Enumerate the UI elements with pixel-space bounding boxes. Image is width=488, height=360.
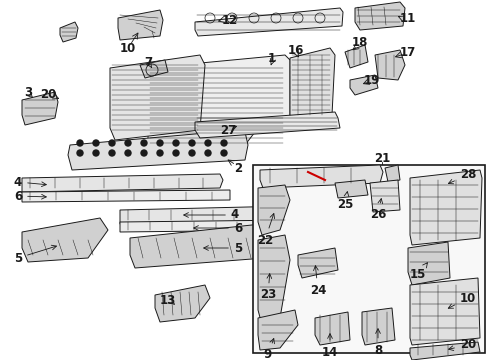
Polygon shape (334, 180, 367, 198)
Polygon shape (258, 310, 297, 350)
Text: 28: 28 (447, 168, 475, 184)
Text: 17: 17 (399, 45, 415, 58)
Text: 16: 16 (287, 44, 304, 57)
Circle shape (93, 150, 99, 156)
Polygon shape (260, 165, 382, 188)
Text: 15: 15 (409, 263, 427, 282)
Text: 25: 25 (336, 192, 352, 211)
Text: 18: 18 (351, 36, 367, 49)
Circle shape (77, 150, 83, 156)
Text: 4: 4 (183, 208, 239, 221)
Polygon shape (409, 342, 479, 360)
Text: 8: 8 (373, 329, 381, 356)
Circle shape (157, 150, 163, 156)
Circle shape (157, 140, 163, 146)
Polygon shape (297, 248, 337, 278)
Circle shape (141, 140, 147, 146)
Polygon shape (22, 218, 108, 262)
Text: 10: 10 (120, 41, 136, 54)
Text: 6: 6 (14, 189, 46, 202)
Text: 21: 21 (373, 152, 389, 165)
Circle shape (141, 150, 147, 156)
Circle shape (109, 150, 115, 156)
Polygon shape (148, 55, 289, 145)
Circle shape (221, 140, 226, 146)
Text: 22: 22 (256, 213, 274, 247)
Text: 9: 9 (264, 338, 274, 360)
Polygon shape (314, 312, 349, 345)
Polygon shape (60, 22, 78, 42)
Text: 26: 26 (369, 199, 386, 221)
Polygon shape (374, 50, 404, 80)
Circle shape (173, 150, 179, 156)
Circle shape (77, 140, 83, 146)
Text: 5: 5 (203, 242, 242, 255)
Circle shape (173, 140, 179, 146)
Polygon shape (118, 10, 163, 40)
Text: 24: 24 (309, 266, 325, 297)
Polygon shape (120, 206, 292, 224)
Polygon shape (409, 170, 481, 245)
Text: 3: 3 (24, 85, 32, 99)
Polygon shape (258, 235, 289, 325)
Polygon shape (349, 75, 377, 95)
Circle shape (204, 150, 210, 156)
Polygon shape (345, 45, 367, 68)
Text: 7: 7 (143, 55, 152, 68)
Polygon shape (369, 180, 399, 212)
Text: 19: 19 (363, 73, 379, 86)
Text: 11: 11 (399, 12, 415, 24)
Bar (252, 165, 484, 353)
Polygon shape (155, 285, 209, 322)
Circle shape (125, 150, 131, 156)
Polygon shape (22, 190, 229, 202)
Polygon shape (258, 185, 289, 235)
Polygon shape (120, 220, 294, 232)
Text: 12: 12 (222, 13, 238, 27)
Polygon shape (195, 112, 339, 138)
Text: 10: 10 (447, 292, 475, 308)
Circle shape (93, 140, 99, 146)
Polygon shape (22, 92, 58, 125)
Circle shape (204, 140, 210, 146)
Text: 4: 4 (14, 175, 46, 189)
Polygon shape (289, 48, 334, 122)
Circle shape (125, 140, 131, 146)
Polygon shape (407, 242, 449, 285)
Polygon shape (68, 130, 247, 170)
Polygon shape (110, 55, 204, 140)
Polygon shape (130, 222, 285, 268)
Polygon shape (195, 8, 342, 36)
Text: 20: 20 (447, 338, 475, 351)
Text: 2: 2 (233, 162, 242, 175)
Circle shape (189, 140, 195, 146)
Text: 14: 14 (321, 334, 338, 359)
Text: 20: 20 (40, 89, 56, 102)
Polygon shape (384, 165, 399, 182)
Text: 6: 6 (193, 221, 242, 234)
Circle shape (221, 150, 226, 156)
Polygon shape (361, 308, 394, 345)
Text: 27: 27 (220, 123, 236, 136)
Circle shape (189, 150, 195, 156)
Text: 23: 23 (259, 274, 276, 302)
Circle shape (109, 140, 115, 146)
Polygon shape (354, 2, 404, 30)
Polygon shape (140, 60, 168, 78)
Text: 1: 1 (267, 51, 276, 64)
Polygon shape (409, 278, 479, 345)
Text: 5: 5 (14, 245, 56, 265)
Text: 13: 13 (160, 293, 176, 306)
Polygon shape (22, 174, 223, 192)
